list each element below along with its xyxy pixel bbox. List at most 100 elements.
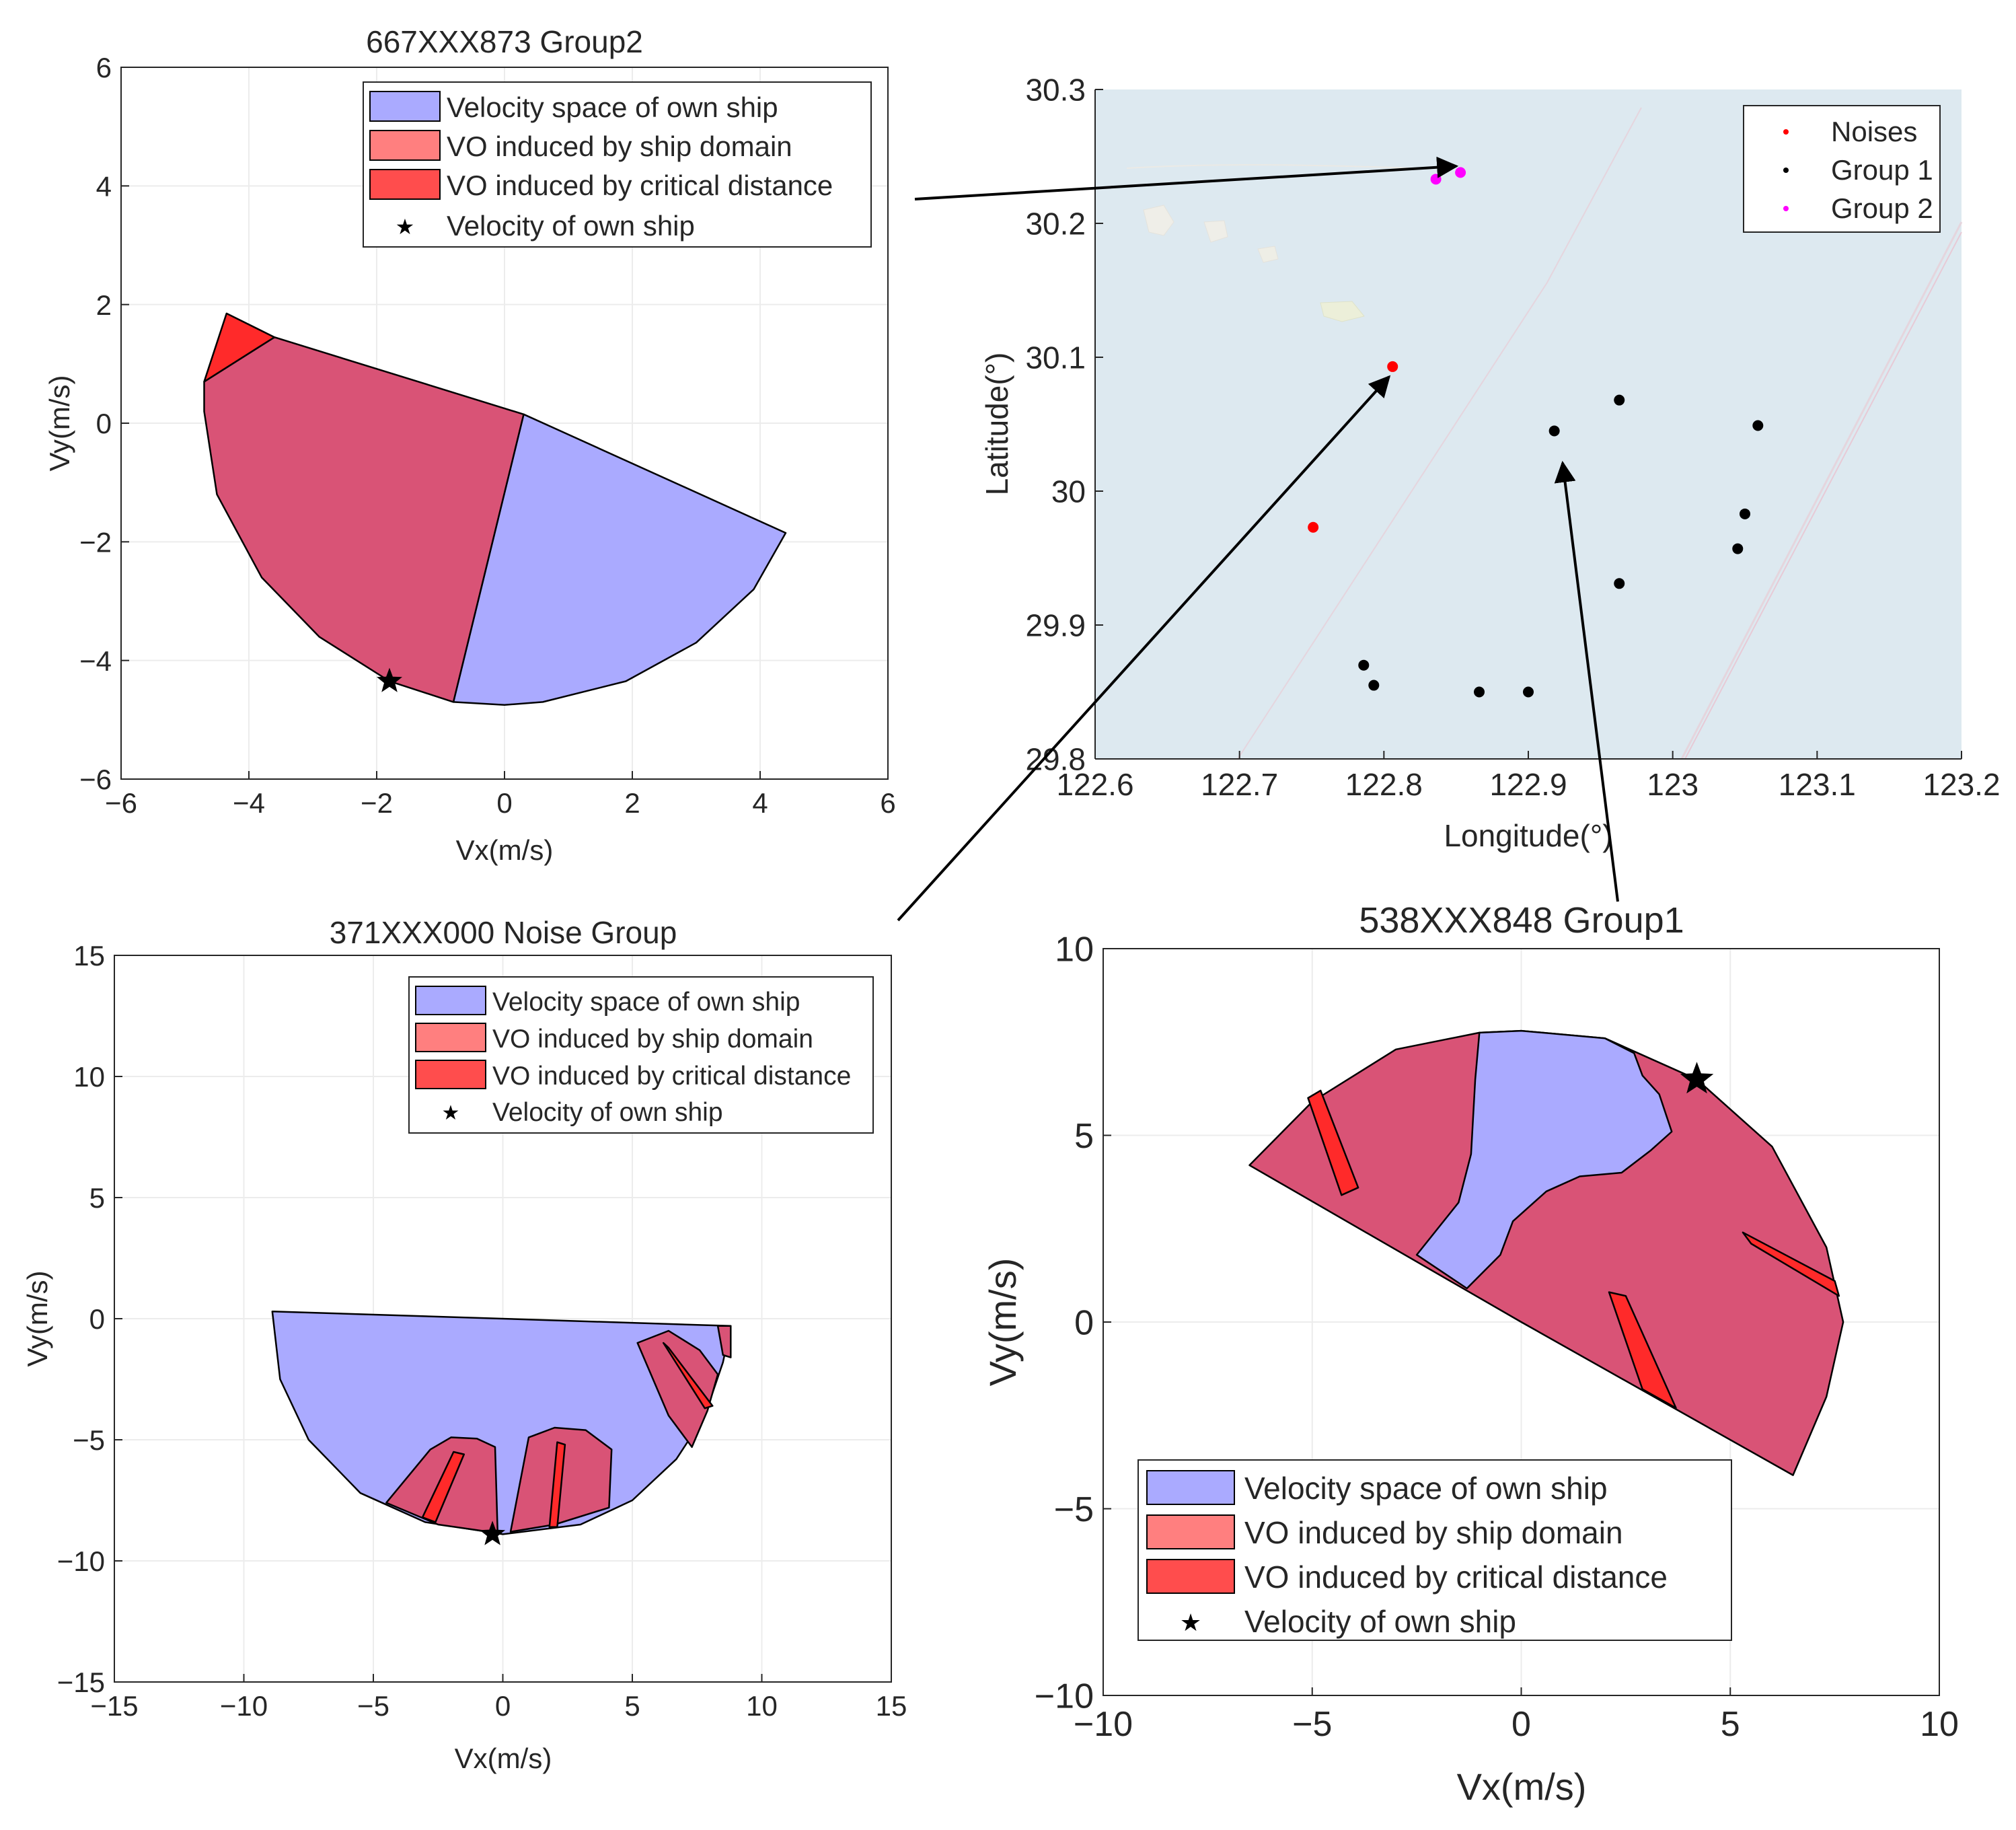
p1-legend-swatch-vo-domain bbox=[369, 130, 441, 161]
p2-point-group1 bbox=[1740, 508, 1750, 519]
arrow-noise-to-map bbox=[897, 375, 1391, 922]
p2-point-group1 bbox=[1358, 659, 1370, 671]
p1-ytick-label: 6 bbox=[96, 52, 112, 83]
p1-region-vo-domain bbox=[203, 336, 525, 703]
p2-legend-box bbox=[1743, 105, 1941, 233]
p1-legend-label-own-velocity: Velocity of own ship bbox=[447, 210, 695, 242]
p4-legend-swatch-vo-critical bbox=[1146, 1559, 1235, 1594]
panel-p4: −10 −5 0 5 10 −10 −5 0 5 10 538XXX848 Group1 Vx(m… bbox=[981, 900, 1959, 1808]
p2-point-group1 bbox=[1732, 543, 1744, 554]
p3-region-vo-domain bbox=[636, 1329, 719, 1449]
panel-p3: −15 −10 −5 0 5 10 15 −15 −10 −5 0 5 10 15 371XXX000 N… bbox=[22, 915, 907, 1774]
p4-region-vo-critical bbox=[1742, 1231, 1840, 1297]
p3-own-velocity-marker bbox=[480, 1521, 506, 1545]
p2-point-group1 bbox=[1548, 425, 1560, 437]
p1-ytick-label: 4 bbox=[96, 170, 112, 202]
p4-xtick-label: 10 bbox=[1920, 1705, 1959, 1744]
p4-ytick-label: 10 bbox=[1055, 930, 1094, 969]
p4-region-vo-domain bbox=[1248, 1029, 1844, 1476]
p2-xtick-label: 122.7 bbox=[1201, 767, 1278, 802]
p1-own-velocity-marker bbox=[377, 667, 402, 692]
p4-ytick-label: 0 bbox=[1074, 1304, 1094, 1343]
p1-legend-star-icon: ★ bbox=[396, 215, 415, 239]
p1-xtick-label: 4 bbox=[752, 787, 768, 819]
p2-point-noise bbox=[1387, 361, 1398, 372]
p2-point-group1 bbox=[1614, 394, 1625, 406]
p4-legend-label-own-velocity: Velocity of own ship bbox=[1244, 1604, 1516, 1639]
p2-ytick-label: 30 bbox=[1051, 474, 1086, 509]
p3-region-own-space bbox=[271, 1310, 732, 1535]
p2-ytick-label: 30.1 bbox=[1025, 340, 1086, 375]
p3-ytick-label: −15 bbox=[57, 1667, 105, 1698]
p1-own-velocity-star bbox=[377, 667, 402, 692]
p2-legend-label-group1: Group 1 bbox=[1831, 154, 1933, 186]
p3-xtick-label: 15 bbox=[876, 1690, 907, 1722]
p1-region-own-space bbox=[452, 413, 787, 706]
p2-point-group2 bbox=[1430, 174, 1442, 185]
p1-xtick-label: −6 bbox=[105, 787, 137, 819]
panel-p2: 122.6 122.7 122.8 122.9 123 123.1 123.229.829.… bbox=[979, 73, 2001, 853]
p1-ticks: −6 −4 −2 0 2 4 6 −6 −4 −2 0 2 4 6 bbox=[79, 52, 896, 819]
p4-xtick-label: −10 bbox=[1074, 1705, 1133, 1744]
p3-ylabel: Vy(m/s) bbox=[22, 1270, 53, 1366]
p2-xlabel: Longitude(°) bbox=[1444, 818, 1612, 853]
p1-legend-label-vo-domain: VO induced by ship domain bbox=[447, 131, 792, 162]
p2-island-1 bbox=[1143, 205, 1174, 236]
p4-legend-label-vo-domain: VO induced by ship domain bbox=[1244, 1515, 1623, 1550]
p1-xtick-label: 0 bbox=[496, 787, 512, 819]
p4-ylabel: Vy(m/s) bbox=[981, 1258, 1024, 1387]
p2-xtick-label: 122.8 bbox=[1345, 767, 1423, 802]
p3-ytick-label: 10 bbox=[73, 1061, 105, 1093]
p3-xtick-label: −5 bbox=[357, 1690, 389, 1722]
p2-ytick-label: 30.3 bbox=[1025, 73, 1086, 108]
p2-island-2 bbox=[1203, 220, 1228, 243]
p2-shipping-lane-right bbox=[1680, 221, 1963, 760]
p2-points bbox=[1308, 167, 1764, 698]
p4-ticks: −10 −5 0 5 10 −10 −5 0 5 10 bbox=[1035, 930, 1959, 1744]
p3-ytick-label: 0 bbox=[89, 1303, 105, 1335]
p2-xtick-label: 123.1 bbox=[1779, 767, 1856, 802]
p4-legend: Velocity space of own ship VO induced by… bbox=[1137, 1459, 1732, 1641]
p2-point-group1 bbox=[1523, 686, 1534, 698]
p3-legend-star-icon: ★ bbox=[442, 1102, 460, 1124]
p1-xtick-label: 6 bbox=[880, 787, 895, 819]
p1-ylabel: Vy(m/s) bbox=[44, 375, 75, 471]
p1-legend-swatch-own-space bbox=[369, 91, 441, 122]
p2-point-group1 bbox=[1752, 420, 1764, 431]
p3-legend-label-vo-critical: VO induced by critical distance bbox=[492, 1062, 851, 1091]
p2-ytick-label: 29.9 bbox=[1025, 608, 1086, 643]
p1-legend-label-own-space: Velocity space of own ship bbox=[447, 92, 778, 123]
p4-xlabel: Vx(m/s) bbox=[1457, 1765, 1587, 1808]
p3-legend-label-vo-domain: VO induced by ship domain bbox=[492, 1025, 813, 1054]
p4-title: 538XXX848 Group1 bbox=[1359, 900, 1684, 941]
p1-legend-label-vo-critical: VO induced by critical distance bbox=[447, 170, 833, 201]
p1-ytick-label: 2 bbox=[96, 289, 112, 321]
p1-regions bbox=[203, 312, 787, 706]
p4-regions bbox=[1248, 1029, 1844, 1476]
p3-region-vo-domain bbox=[716, 1325, 732, 1358]
p1-legend-swatch-vo-critical bbox=[369, 169, 441, 200]
p2-point-group1 bbox=[1474, 686, 1485, 698]
p3-ytick-label: −5 bbox=[73, 1424, 105, 1456]
p3-xtick-label: −10 bbox=[220, 1690, 268, 1722]
p4-xtick-label: 5 bbox=[1721, 1705, 1740, 1744]
p1-ytick-label: −6 bbox=[79, 764, 112, 795]
p2-coastline-trace bbox=[1126, 163, 1413, 169]
p2-xtick-label: 123.2 bbox=[1922, 767, 2000, 802]
p2-xtick-label: 122.9 bbox=[1489, 767, 1567, 802]
arrow-group2-to-map bbox=[914, 156, 1459, 200]
p2-shipping-lane-left bbox=[1237, 107, 1642, 760]
p4-legend-box bbox=[1137, 1459, 1732, 1641]
p4-region-vo-critical bbox=[1608, 1291, 1677, 1409]
p1-xtick-label: −2 bbox=[361, 787, 393, 819]
p1-legend-box bbox=[363, 81, 872, 248]
p3-xtick-label: 10 bbox=[746, 1690, 778, 1722]
panel-p1: −6 −4 −2 0 2 4 6 −6 −4 −2 0 2 4 6 667XXX873 Group2 Vx… bbox=[44, 24, 896, 866]
p3-legend-label-own-velocity: Velocity of own ship bbox=[492, 1098, 723, 1127]
p4-legend-label-vo-critical: VO induced by critical distance bbox=[1244, 1560, 1668, 1595]
p4-own-velocity-star bbox=[1680, 1062, 1714, 1094]
p4-region-vo-critical bbox=[1307, 1089, 1359, 1196]
p3-legend-swatch-own-space bbox=[415, 986, 486, 1015]
p2-legend-marker-group2 bbox=[1783, 206, 1789, 211]
p3-own-velocity-star bbox=[480, 1521, 506, 1545]
